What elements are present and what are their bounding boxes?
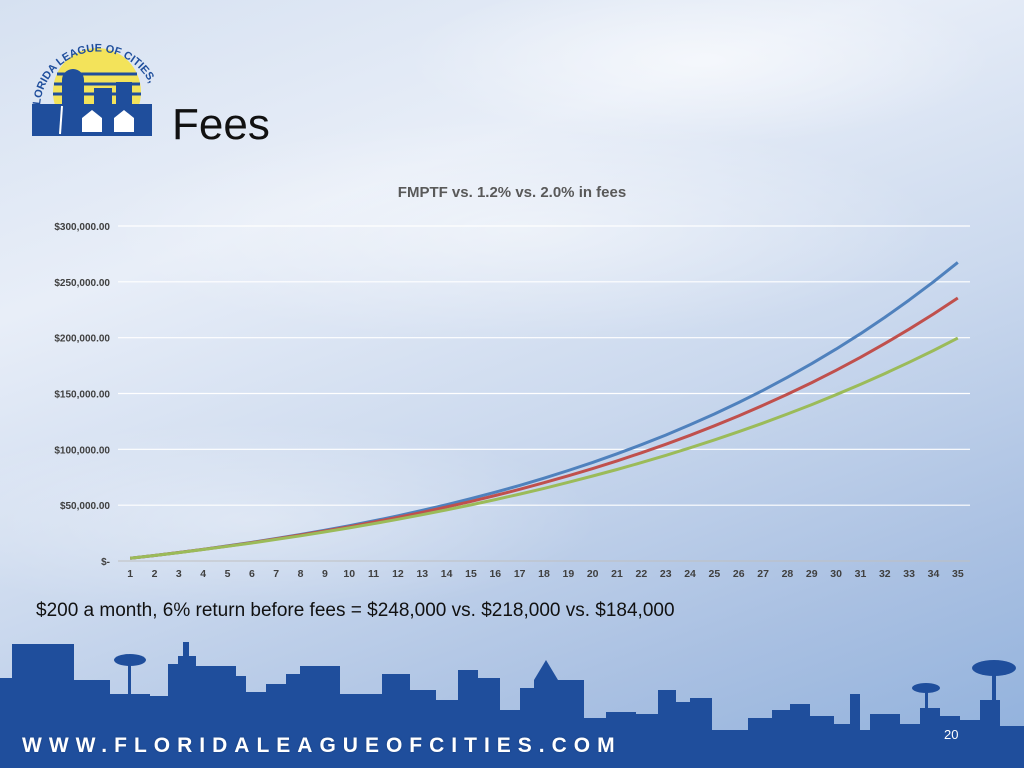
x-tick-label: 34 <box>928 568 940 580</box>
x-tick-label: 23 <box>660 568 672 580</box>
slide-title: Fees <box>172 100 270 149</box>
website-url[interactable]: WWW.FLORIDALEAGUEOFCITIES.COM <box>22 734 622 757</box>
x-tick-label: 10 <box>343 568 355 580</box>
series-line-1 <box>130 261 959 560</box>
x-tick-label: 6 <box>249 568 255 580</box>
x-tick-label: 22 <box>636 568 648 580</box>
y-tick-label: $50,000.00 <box>60 501 110 512</box>
series-lines <box>130 261 959 560</box>
x-tick-label: 11 <box>368 568 379 580</box>
x-tick-label: 5 <box>225 568 231 580</box>
x-tick-label: 1 <box>127 568 133 580</box>
x-tick-label: 28 <box>782 568 794 580</box>
x-tick-label: 25 <box>709 568 721 580</box>
x-tick-label: 30 <box>830 568 842 580</box>
series-line-2 <box>130 296 959 560</box>
page-number: 20 <box>944 727 959 742</box>
x-tick-label: 2 <box>152 568 158 580</box>
x-axis-tick-labels: 1 2 3 4 5 6 7 8 9 10 11 12 13 14 15 16 17 18 19 20 21 22 23 24 2… <box>127 568 964 580</box>
x-tick-label: 27 <box>757 568 769 580</box>
x-tick-label: 7 <box>273 568 279 580</box>
x-tick-label: 33 <box>903 568 915 580</box>
x-tick-label: 16 <box>489 568 501 580</box>
x-tick-label: 35 <box>952 568 964 580</box>
city-skyline <box>0 642 1024 768</box>
x-tick-label: 15 <box>465 568 477 580</box>
x-tick-label: 18 <box>538 568 550 580</box>
x-tick-label: 19 <box>562 568 574 580</box>
y-tick-label: $300,000.00 <box>54 222 110 233</box>
x-tick-label: 3 <box>176 568 182 580</box>
x-tick-label: 9 <box>322 568 328 580</box>
x-tick-label: 8 <box>298 568 304 580</box>
x-tick-label: 21 <box>611 568 623 580</box>
chart-title: FMPTF vs. 1.2% vs. 2.0% in fees <box>397 184 627 201</box>
y-tick-label: $100,000.00 <box>54 445 110 456</box>
x-tick-label: 17 <box>514 568 526 580</box>
x-tick-label: 20 <box>587 568 599 580</box>
y-tick-label: $- <box>101 557 110 568</box>
florida-league-logo: FLORIDA LEAGUE OF CITIES, INC. <box>22 22 158 136</box>
y-axis-tick-labels: $- $50,000.00 $100,000.00 $150,000.00 $200,0… <box>54 222 110 568</box>
x-tick-label: 24 <box>684 568 696 580</box>
line-chart: $- $50,000.00 $100,000.00 $150,000.00 $200,0… <box>54 222 970 580</box>
y-tick-label: $150,000.00 <box>54 390 110 401</box>
gridlines <box>118 225 970 562</box>
x-tick-label: 4 <box>200 568 206 580</box>
y-tick-label: $250,000.00 <box>54 278 110 289</box>
x-tick-label: 14 <box>441 568 453 580</box>
fee-comparison-caption: $200 a month, 6% return before fees = $2… <box>36 600 675 621</box>
x-tick-label: 32 <box>879 568 891 580</box>
x-tick-label: 13 <box>416 568 428 580</box>
series-line-3 <box>130 336 959 560</box>
x-tick-label: 26 <box>733 568 745 580</box>
x-tick-label: 31 <box>855 568 867 580</box>
y-tick-label: $200,000.00 <box>54 334 110 345</box>
x-tick-label: 12 <box>392 568 404 580</box>
x-tick-label: 29 <box>806 568 818 580</box>
